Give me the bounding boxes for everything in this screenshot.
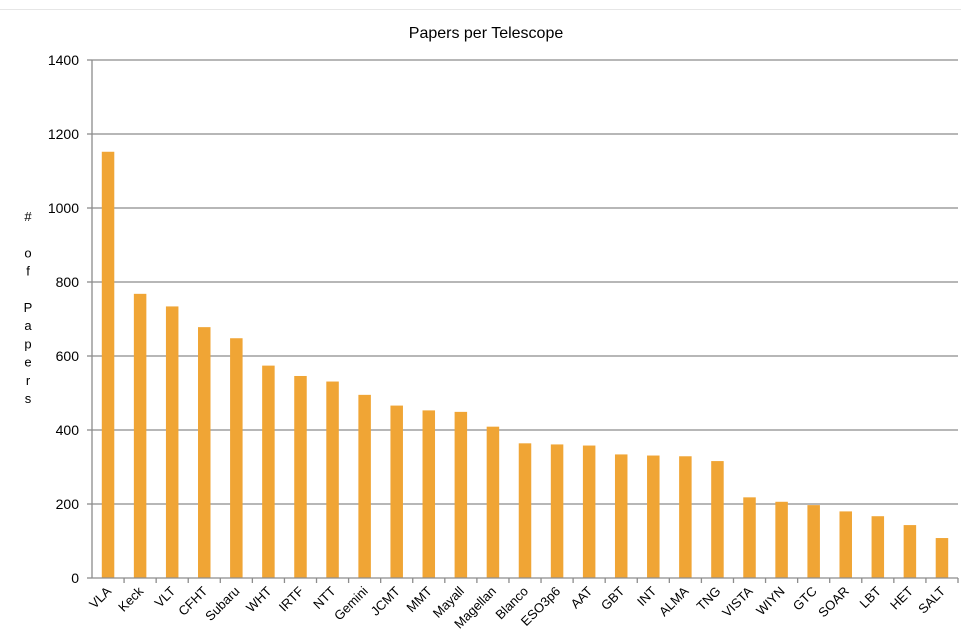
x-tick-label: AAT: [567, 583, 595, 611]
x-tick-label: HET: [887, 583, 916, 612]
bar-keck: [133, 293, 147, 578]
bar-cfht: [198, 327, 211, 578]
x-tick-label: LBT: [856, 583, 884, 611]
x-tick-label: WIYN: [753, 584, 788, 619]
gridlines: [92, 59, 958, 505]
bar-tng: [711, 461, 724, 578]
x-tick-label: VLT: [152, 583, 179, 610]
y-tick-label: 800: [56, 274, 80, 290]
bar-gtc: [807, 505, 820, 578]
y-tick-label: 600: [56, 348, 80, 364]
bar-wiyn: [775, 501, 788, 578]
bars: [101, 151, 949, 578]
axes: [87, 59, 959, 583]
y-tick-label: 200: [56, 496, 80, 512]
bar-aat: [582, 445, 596, 578]
bar-gemini: [358, 394, 371, 578]
bar-salt: [935, 538, 949, 578]
x-tick-label: GBT: [598, 583, 628, 613]
bar-wht: [262, 365, 275, 578]
bar-magellan: [486, 426, 500, 578]
x-tick-label: Subaru: [202, 584, 242, 624]
y-tick-label: 1200: [48, 126, 79, 142]
x-tick-label: ALMA: [656, 583, 692, 619]
bar-eso3p6: [550, 444, 564, 578]
x-tick-label: Gemini: [331, 583, 371, 623]
x-tick-label: NTT: [310, 583, 339, 612]
x-tick-label: INT: [634, 583, 659, 608]
y-tick-labels: 0 200 400 600 800 1000 1200 1400: [48, 52, 79, 586]
bar-vlt: [165, 306, 179, 578]
y-tick-label: 0: [71, 570, 79, 586]
bar-vla: [101, 151, 115, 578]
bar-int: [647, 455, 660, 578]
bar-lbt: [871, 516, 885, 578]
bar-mmt: [422, 410, 436, 578]
x-tick-label: SALT: [915, 583, 948, 616]
top-border-line: [0, 9, 961, 10]
bar-mayall: [454, 411, 468, 578]
x-tick-label: WHT: [243, 583, 275, 615]
bar-soar: [839, 511, 852, 578]
bar-ntt: [326, 381, 339, 578]
bar-blanco: [518, 443, 532, 578]
x-tick-label: Keck: [115, 583, 146, 614]
bar-gbt: [614, 454, 628, 578]
y-tick-label: 1400: [48, 52, 79, 68]
bar-subaru: [230, 338, 243, 578]
x-tick-label: IRTF: [276, 583, 307, 614]
chart-title: Papers per Telescope: [409, 25, 564, 42]
bar-vista: [743, 497, 756, 578]
x-tick-label: VISTA: [719, 583, 756, 620]
x-tick-label: JCMT: [368, 583, 403, 618]
y-tick-label: 1000: [48, 200, 79, 216]
x-tick-label: SOAR: [815, 584, 852, 621]
bar-alma: [679, 456, 692, 578]
bar-irtf: [294, 375, 307, 578]
bar-het: [903, 525, 917, 578]
y-tick-label: 400: [56, 422, 80, 438]
x-tick-label: VLA: [86, 583, 114, 611]
bar-jcmt: [390, 405, 403, 578]
